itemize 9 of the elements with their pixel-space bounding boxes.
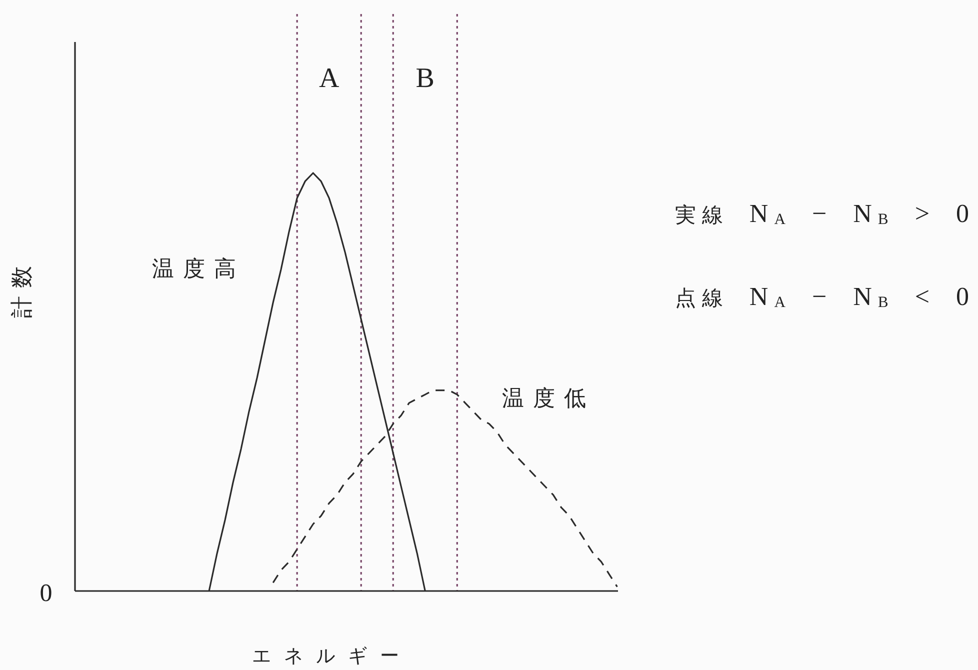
text: B xyxy=(416,63,434,94)
series-label: 温度高 xyxy=(152,256,246,282)
x-axis-title: エネルギー xyxy=(252,645,412,667)
text: 点線 N$_{A}$ − N$_{B}$ < 0 xyxy=(674,282,975,311)
text: A xyxy=(318,63,340,94)
series-label: 温度低 xyxy=(502,386,596,411)
text: 0 xyxy=(40,580,52,606)
text: 実線 N$_{A}$ − N$_{B}$ > 0 xyxy=(674,199,975,228)
y-axis-title: 計数 xyxy=(10,258,34,318)
